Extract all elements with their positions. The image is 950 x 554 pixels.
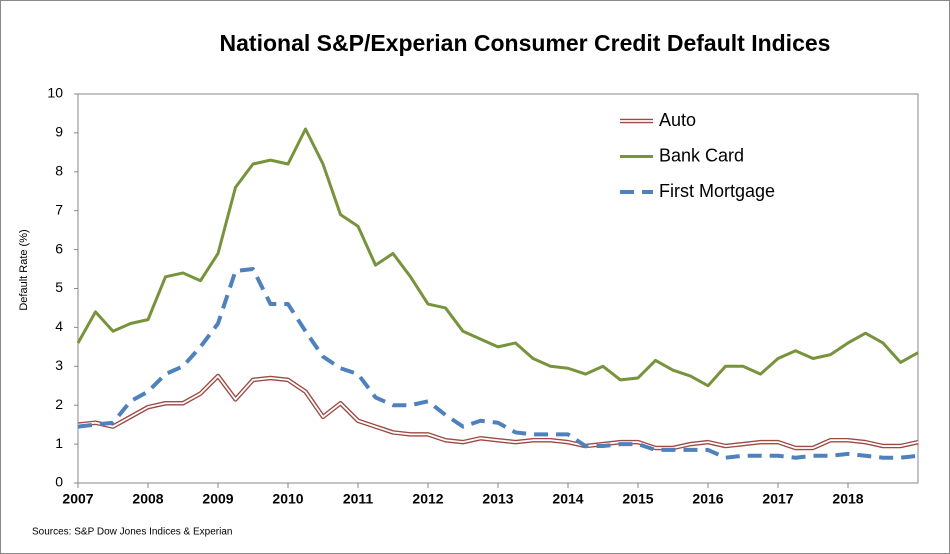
- x-tick-label: 2010: [272, 491, 303, 507]
- x-tick-label: 2012: [412, 491, 443, 507]
- x-tick-label: 2017: [762, 491, 793, 507]
- x-tick-label: 2009: [202, 491, 233, 507]
- x-tick-label: 2018: [832, 491, 863, 507]
- x-tick-label: 2007: [62, 491, 93, 507]
- legend-label: Bank Card: [659, 145, 744, 165]
- y-tick-label: 4: [55, 318, 63, 334]
- x-tick-label: 2015: [622, 491, 653, 507]
- y-tick-label: 6: [55, 240, 63, 256]
- chart-title: National S&P/Experian Consumer Credit De…: [220, 30, 831, 56]
- y-tick-label: 8: [55, 163, 63, 179]
- legend-label: Auto: [659, 110, 696, 130]
- series-line-inner: [77, 375, 919, 449]
- y-tick-label: 5: [55, 279, 63, 295]
- series-line: [77, 267, 919, 460]
- y-tick-label: 9: [55, 124, 63, 140]
- x-tick-label: 2016: [692, 491, 723, 507]
- legend-label: First Mortgage: [659, 181, 775, 201]
- series-line: [76, 127, 919, 388]
- x-tick-label: 2008: [132, 491, 163, 507]
- y-tick-label: 7: [55, 201, 63, 217]
- y-tick-label: 3: [55, 357, 63, 373]
- x-tick-label: 2014: [552, 491, 583, 507]
- y-axis-label: Default Rate (%): [18, 229, 30, 310]
- x-tick-label: 2013: [482, 491, 513, 507]
- y-tick-label: 1: [55, 435, 63, 451]
- y-tick-label: 2: [55, 396, 63, 412]
- x-tick-label: 2011: [343, 491, 374, 507]
- source: Sources: S&P Dow Jones Indices & Experia…: [32, 527, 232, 538]
- y-tick-label: 10: [47, 85, 63, 101]
- y-tick-label: 0: [55, 474, 63, 490]
